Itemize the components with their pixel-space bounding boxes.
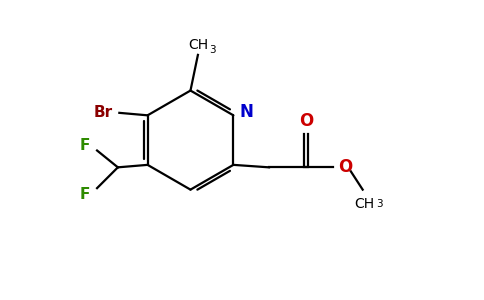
Text: F: F <box>80 138 90 153</box>
Text: F: F <box>80 187 90 202</box>
Text: 3: 3 <box>209 45 215 55</box>
Text: Br: Br <box>94 105 113 120</box>
Text: CH: CH <box>188 38 208 52</box>
Text: O: O <box>338 158 352 176</box>
Text: O: O <box>299 112 313 130</box>
Text: CH: CH <box>355 196 375 211</box>
Text: 3: 3 <box>377 199 383 208</box>
Text: N: N <box>240 103 254 122</box>
